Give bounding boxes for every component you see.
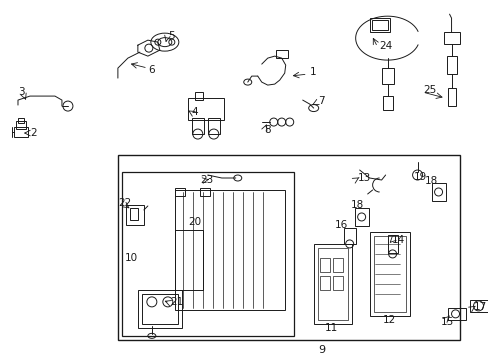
Bar [382, 96, 392, 110]
Bar [175, 190, 284, 310]
Text: 10: 10 [125, 253, 138, 263]
Bar [275, 50, 287, 58]
Bar [14, 127, 28, 137]
Bar [387, 235, 397, 253]
Bar [207, 118, 219, 134]
Bar [130, 208, 138, 220]
Bar [16, 121, 26, 129]
Text: 19: 19 [413, 172, 426, 182]
Text: 2: 2 [30, 128, 37, 138]
Text: 5: 5 [167, 31, 174, 41]
Bar [125, 205, 143, 225]
Bar [354, 208, 368, 226]
Text: 22: 22 [118, 198, 131, 208]
Text: 24: 24 [379, 41, 392, 51]
Bar [142, 294, 178, 324]
Bar [138, 290, 182, 328]
Text: 16: 16 [334, 220, 347, 230]
Text: 9: 9 [318, 345, 325, 355]
Text: 4: 4 [191, 107, 198, 117]
Bar [431, 183, 445, 201]
Bar [175, 188, 184, 196]
Bar [187, 98, 224, 120]
Bar [317, 248, 347, 320]
Bar [319, 258, 329, 272]
Text: 25: 25 [423, 85, 436, 95]
Bar [194, 92, 203, 100]
Bar [175, 230, 203, 290]
Text: 23: 23 [200, 175, 213, 185]
Bar [369, 232, 409, 316]
Text: 8: 8 [264, 125, 271, 135]
Bar [447, 308, 465, 320]
Bar [443, 32, 459, 44]
Bar [468, 300, 487, 312]
Bar [122, 172, 293, 336]
Text: 1: 1 [309, 67, 316, 77]
Bar [118, 155, 459, 340]
Bar [369, 18, 389, 32]
Bar [191, 118, 203, 134]
Bar [200, 188, 209, 196]
Text: 18: 18 [350, 200, 364, 210]
Bar [332, 276, 342, 290]
Bar [381, 68, 393, 84]
Text: 21: 21 [169, 297, 183, 307]
Text: 15: 15 [440, 317, 453, 327]
Bar [447, 88, 455, 106]
Text: 3: 3 [18, 87, 24, 97]
Text: 7: 7 [317, 96, 324, 106]
Bar [319, 276, 329, 290]
Bar [343, 228, 355, 244]
Bar [18, 118, 24, 123]
Bar [371, 20, 387, 30]
Text: 17: 17 [472, 302, 486, 312]
Text: 14: 14 [391, 235, 404, 245]
Bar [313, 244, 351, 324]
Text: 18: 18 [424, 176, 437, 186]
Text: 11: 11 [325, 323, 338, 333]
Text: 12: 12 [382, 315, 395, 325]
Bar [332, 258, 342, 272]
Bar [446, 56, 456, 74]
Text: 6: 6 [147, 65, 154, 75]
Bar [373, 236, 405, 312]
Text: 13: 13 [357, 173, 370, 183]
Text: 20: 20 [188, 217, 201, 227]
